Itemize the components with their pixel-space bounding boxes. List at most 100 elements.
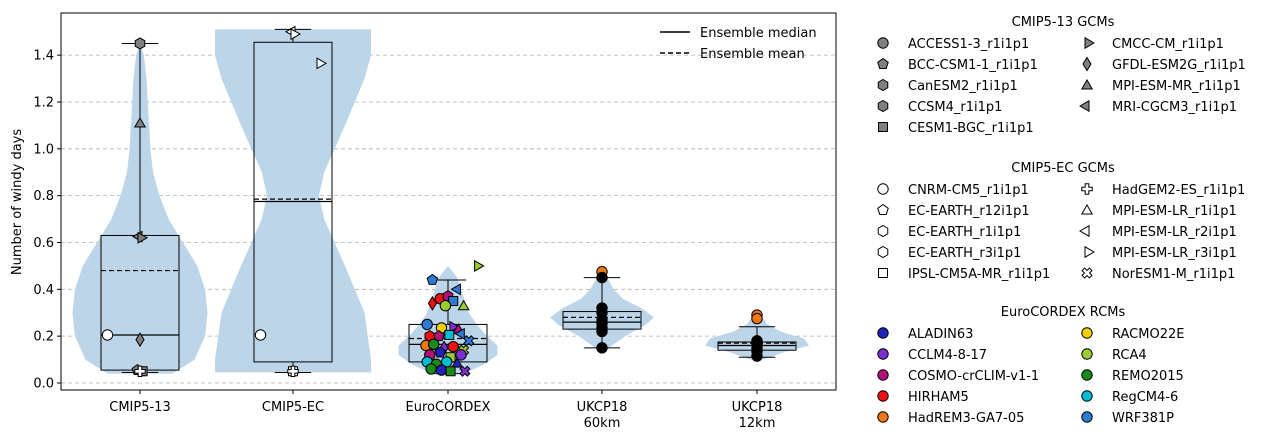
x-tick-label: EuroCORDEX [406,400,491,415]
x-tick-label: CMIP5-EC [262,400,324,415]
model-point [137,231,149,244]
y-tick-label: 0.0 [33,376,54,391]
y-axis-label: Number of windy days [10,129,25,275]
model-point [428,338,440,351]
legend-label: CCLM4-8-17 [908,348,987,363]
legend-group: CMIP5-EC GCMs CNRM-CM5_r1i1p1 HadGEM2-ES_r… [877,161,1245,282]
legend-marker [1080,79,1094,90]
model-point [455,349,467,361]
y-tick-label: 1.2 [33,95,54,110]
x-tick-label-line2: 60km [584,416,621,431]
legend-label: RACMO22E [1112,327,1184,342]
legend-marker [1079,224,1090,238]
model-point [290,28,302,41]
model-point [135,332,145,348]
legend-item: EC-EARTH_r3i1p1 [877,245,1021,261]
legend-label: MPI-ESM-LR_r3i1p1 [1112,246,1237,261]
legend-label: CESM1-BGC_r1i1p1 [908,121,1034,136]
model-point [133,117,147,128]
model-point [433,330,445,342]
legend-marker [877,348,889,360]
legend-marker [1081,267,1093,279]
legend-label: MPI-ESM-LR_r2i1p1 [1112,225,1237,240]
model-point [439,300,452,312]
y-tick-label: 0.8 [33,189,54,204]
legend-marker [1079,99,1090,113]
legend-marker [1081,411,1093,423]
legend-marker [877,390,889,402]
legend-label: WRF381P [1112,411,1174,426]
model-point [447,340,459,353]
legend-marker [1081,327,1093,339]
legend-marker [1082,56,1092,72]
y-axis-ticks: 0.0 0.2 0.4 0.6 0.8 1.0 1.2 1.4 [33,49,61,391]
legend-label: CNRM-CM5_r1i1p1 [908,183,1029,198]
legend-item: CNRM-CM5_r1i1p1 [877,183,1029,198]
legend-label: MPI-ESM-LR_r1i1p1 [1112,204,1237,219]
legend-item: CESM1-BGC_r1i1p1 [878,121,1034,136]
legend-item: MPI-ESM-LR_r2i1p1 [1079,224,1237,240]
legend-title: EuroCORDEX RCMs [1001,305,1126,320]
legend-item: MPI-ESM-LR_r3i1p1 [1084,245,1237,261]
model-point [134,37,146,50]
legend-marker [877,224,889,238]
y-tick-label: 1.0 [33,142,54,157]
model-point [287,365,299,377]
legend-group: EuroCORDEX RCMs ALADIN63 RACMO22E CCLM4-8-1… [877,305,1184,426]
legend-marker [877,99,889,113]
legend-group: CMIP5-13 GCMs ACCESS1-3_r1i1p1 CMCC-CM_r1i… [877,15,1246,136]
model-point [134,365,146,377]
y-tick-label: 0.6 [33,236,54,251]
legend-marker [878,122,888,132]
x-tick-label: CMIP5-13 [109,400,170,415]
legend-item: COSMO-crCLIM-v1-1 [877,369,1039,384]
legend-item: GFDL-ESM2G_r1i1p1 [1082,56,1246,73]
legend-item: IPSL-CM5A-MR_r1i1p1 [878,267,1050,282]
legend-item: CMCC-CM_r1i1p1 [1084,36,1224,52]
legend-label: HadGEM2-ES_r1i1p1 [1112,183,1245,198]
y-tick-label: 1.4 [33,49,54,64]
model-point [254,329,267,341]
model-point [444,329,455,340]
legend-item: REMO2015 [1081,369,1184,384]
legend-item: EC-EARTH_r1i1p1 [877,224,1021,240]
legend-item: MPI-ESM-LR_r1i1p1 [1080,204,1237,219]
legend-label: MRI-CGCM3_r1i1p1 [1112,100,1237,115]
legend-label: EC-EARTH_r1i1p1 [908,225,1021,240]
legend-item: ACCESS1-3_r1i1p1 [877,37,1029,52]
legend-marker [1081,348,1093,360]
legend-label: HIRHAM5 [908,390,969,405]
model-point [316,57,328,70]
model-point [425,363,437,375]
legend-title: CMIP5-EC GCMs [1011,161,1115,176]
violins [72,29,809,374]
legend-marker [877,327,889,339]
model-point [751,350,763,362]
legend-marker [1084,245,1095,259]
legend-item: BCC-CSM1-1_r1i1p1 [877,57,1038,73]
legend-marker [877,245,889,259]
legend-label: CCSM4_r1i1p1 [908,100,1002,115]
x-axis-ticks: CMIP5-13 CMIP5-EC EuroCORDEX UKCP1860kmUKCP… [109,390,782,431]
x-tick-label: UKCP18 [577,400,628,415]
legend-item: MPI-ESM-MR_r1i1p1 [1080,79,1241,94]
legend-marker [877,411,889,423]
legend-item: HIRHAM5 [877,390,969,405]
legend-label: EC-EARTH_r12i1p1 [908,204,1030,219]
model-point [454,327,465,340]
model-points [101,25,763,377]
model-point [751,312,763,325]
legend-marker [877,183,889,195]
legend-label: EC-EARTH_r3i1p1 [908,246,1021,261]
legend-label: CMCC-CM_r1i1p1 [1112,37,1224,52]
legend-label: RCA4 [1112,348,1147,363]
legend-item: ALADIN63 [877,327,973,342]
legend-item: CCLM4-8-17 [877,348,987,363]
legend-item: HadGEM2-ES_r1i1p1 [1081,183,1245,198]
legend-label: REMO2015 [1112,369,1184,384]
model-point [596,271,608,284]
legend-item: MRI-CGCM3_r1i1p1 [1079,99,1237,115]
x-tick-label-line2: 12km [739,416,776,431]
legend-label: RegCM4-6 [1112,390,1178,405]
